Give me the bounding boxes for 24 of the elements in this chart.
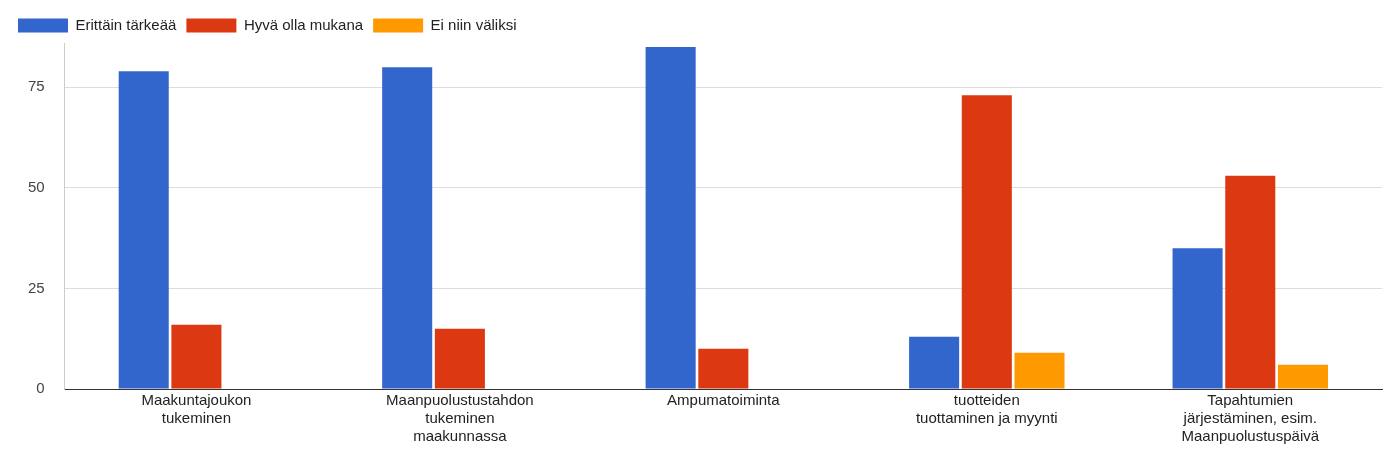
bar xyxy=(1172,248,1223,389)
x-tick-label: tuotteiden tuottaminen ja myynti xyxy=(915,391,1058,427)
x-tick-label: Maanpuolustustahdon tukeminen maakunnassa xyxy=(386,391,534,445)
x-tick-label: Maakuntajoukon tukeminen xyxy=(141,391,252,427)
bar xyxy=(434,328,485,389)
bar xyxy=(118,71,169,389)
bar xyxy=(1014,352,1065,389)
bar xyxy=(645,47,696,389)
legend-label: Erittäin tärkeää xyxy=(75,15,178,33)
y-tick-label: 75 xyxy=(28,77,45,95)
bar xyxy=(1277,364,1328,389)
bar xyxy=(382,67,433,389)
y-tick-label: 0 xyxy=(36,379,45,397)
x-tick-label: Tapahtumien järjestäminen, esim. Maanpuolustuspäivä xyxy=(1181,391,1320,445)
bar xyxy=(961,95,1012,389)
x-tick-label: Ampumatoiminta xyxy=(667,391,781,409)
legend-label: Hyvä olla mukana xyxy=(243,15,364,33)
bar xyxy=(698,348,749,389)
y-tick-label: 50 xyxy=(28,177,45,195)
bar xyxy=(1225,175,1276,389)
bar xyxy=(171,324,222,389)
bar xyxy=(909,336,960,389)
legend-label: Ei niin väliksi xyxy=(430,15,517,33)
y-tick-label: 25 xyxy=(28,278,45,296)
